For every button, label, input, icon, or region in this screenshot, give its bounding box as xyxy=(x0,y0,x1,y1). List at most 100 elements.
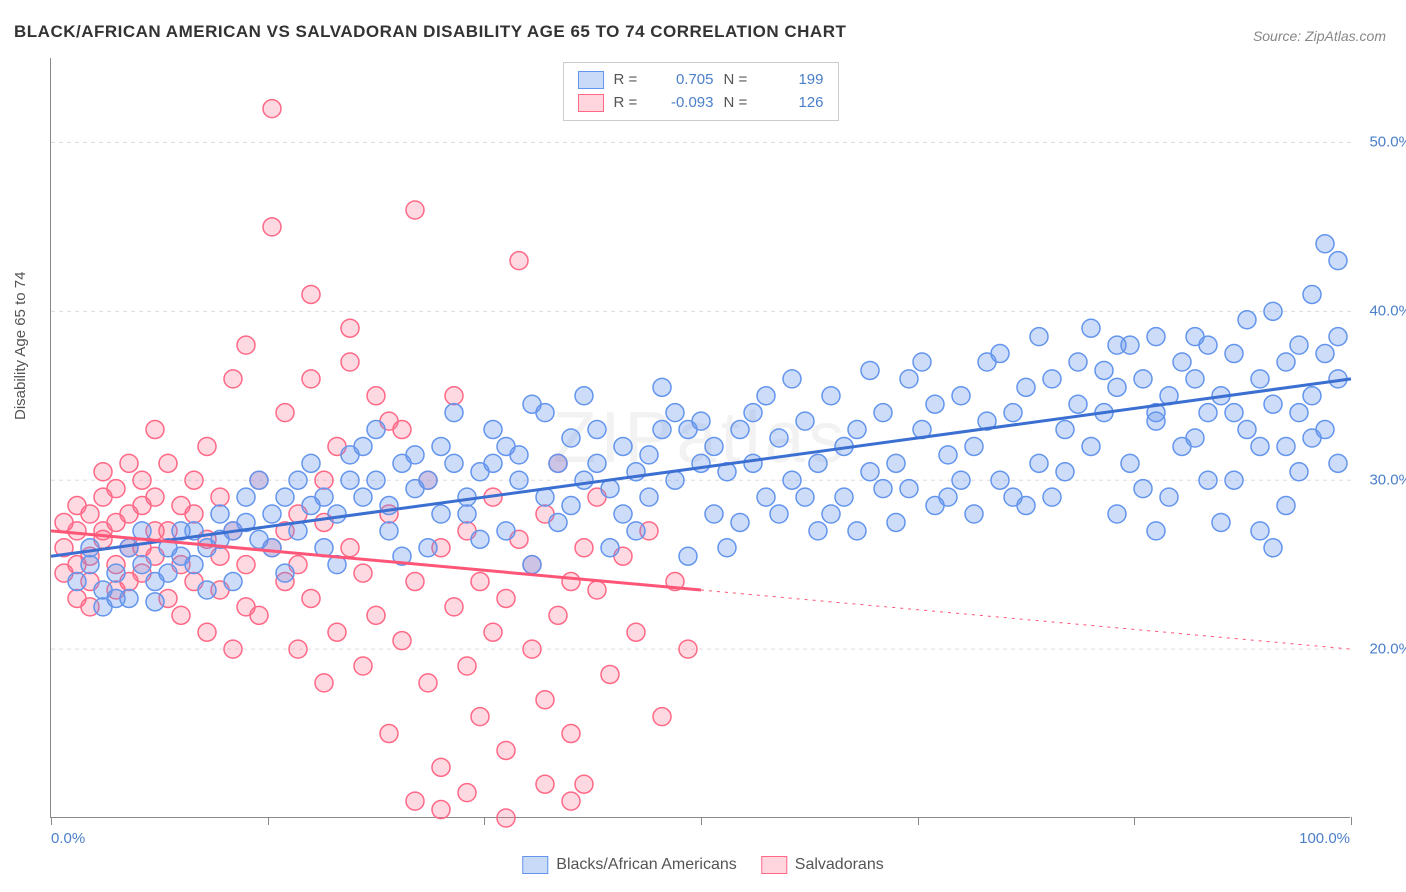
scatter-point xyxy=(1030,328,1048,346)
x-tick xyxy=(268,817,269,825)
scatter-point xyxy=(1303,387,1321,405)
scatter-point xyxy=(1173,437,1191,455)
scatter-point xyxy=(1134,370,1152,388)
scatter-point xyxy=(510,471,528,489)
n-label: N = xyxy=(724,69,754,92)
scatter-point xyxy=(159,454,177,472)
scatter-point xyxy=(458,784,476,802)
scatter-point xyxy=(107,564,125,582)
scatter-point xyxy=(68,497,86,515)
scatter-point xyxy=(1082,437,1100,455)
scatter-point xyxy=(237,598,255,616)
scatter-point xyxy=(302,454,320,472)
swatch-pink-icon xyxy=(578,94,604,112)
scatter-point xyxy=(432,758,450,776)
legend-label: Blacks/African Americans xyxy=(556,856,737,874)
scatter-point xyxy=(484,623,502,641)
scatter-point xyxy=(523,395,541,413)
scatter-point xyxy=(744,454,762,472)
scatter-point xyxy=(510,252,528,270)
scatter-point xyxy=(380,725,398,743)
scatter-point xyxy=(666,404,684,422)
scatter-point xyxy=(913,353,931,371)
y-tick-label: 20.0% xyxy=(1369,641,1406,658)
x-tick xyxy=(701,817,702,825)
scatter-point xyxy=(341,471,359,489)
scatter-point xyxy=(1238,311,1256,329)
scatter-point xyxy=(601,665,619,683)
scatter-point xyxy=(796,412,814,430)
scatter-point xyxy=(1186,328,1204,346)
scatter-point xyxy=(198,581,216,599)
scatter-point xyxy=(1316,345,1334,363)
scatter-point xyxy=(276,404,294,422)
r-label: R = xyxy=(614,92,644,115)
scatter-point xyxy=(237,488,255,506)
scatter-point xyxy=(81,539,99,557)
scatter-point xyxy=(289,471,307,489)
scatter-point xyxy=(133,471,151,489)
scatter-point xyxy=(783,471,801,489)
scatter-point xyxy=(81,556,99,574)
scatter-point xyxy=(575,539,593,557)
scatter-point xyxy=(224,640,242,658)
scatter-point xyxy=(679,547,697,565)
scatter-point xyxy=(393,632,411,650)
scatter-point xyxy=(367,421,385,439)
scatter-point xyxy=(367,387,385,405)
scatter-point xyxy=(445,598,463,616)
scatter-point xyxy=(705,437,723,455)
scatter-point xyxy=(484,454,502,472)
scatter-point xyxy=(107,480,125,498)
scatter-point xyxy=(198,437,216,455)
scatter-point xyxy=(601,480,619,498)
scatter-point xyxy=(1290,463,1308,481)
scatter-point xyxy=(354,657,372,675)
scatter-point xyxy=(341,319,359,337)
scatter-point xyxy=(1108,505,1126,523)
scatter-point xyxy=(94,463,112,481)
r-value: 0.705 xyxy=(654,69,714,92)
n-value: 199 xyxy=(764,69,824,92)
scatter-point xyxy=(146,593,164,611)
scatter-point xyxy=(1277,353,1295,371)
scatter-point xyxy=(237,556,255,574)
chart-container: BLACK/AFRICAN AMERICAN VS SALVADORAN DIS… xyxy=(0,0,1406,892)
x-tick xyxy=(484,817,485,825)
scatter-point xyxy=(562,497,580,515)
scatter-point xyxy=(94,598,112,616)
scatter-point xyxy=(939,446,957,464)
scatter-point xyxy=(809,522,827,540)
scatter-point xyxy=(133,497,151,515)
scatter-point xyxy=(159,564,177,582)
scatter-point xyxy=(1017,497,1035,515)
scatter-point xyxy=(172,606,190,624)
scatter-point xyxy=(1043,370,1061,388)
scatter-point xyxy=(861,463,879,481)
scatter-point xyxy=(952,471,970,489)
y-tick-label: 50.0% xyxy=(1369,134,1406,151)
bottom-legend: Blacks/African Americans Salvadorans xyxy=(522,856,883,874)
stats-row-blue: R = 0.705 N = 199 xyxy=(578,69,824,92)
scatter-point xyxy=(289,640,307,658)
stats-legend: R = 0.705 N = 199 R = -0.093 N = 126 xyxy=(563,62,839,121)
scatter-point xyxy=(406,573,424,591)
scatter-point xyxy=(406,792,424,810)
scatter-point xyxy=(497,741,515,759)
scatter-point xyxy=(1069,353,1087,371)
scatter-point xyxy=(627,522,645,540)
scatter-point xyxy=(562,429,580,447)
scatter-point xyxy=(718,539,736,557)
scatter-point xyxy=(120,454,138,472)
scatter-point xyxy=(445,404,463,422)
scatter-point xyxy=(588,454,606,472)
scatter-point xyxy=(1225,471,1243,489)
scatter-point xyxy=(1004,404,1022,422)
scatter-point xyxy=(731,421,749,439)
scatter-point xyxy=(822,387,840,405)
scatter-point xyxy=(1134,480,1152,498)
scatter-point xyxy=(328,623,346,641)
scatter-point xyxy=(926,395,944,413)
swatch-blue-icon xyxy=(578,71,604,89)
scatter-point xyxy=(614,505,632,523)
